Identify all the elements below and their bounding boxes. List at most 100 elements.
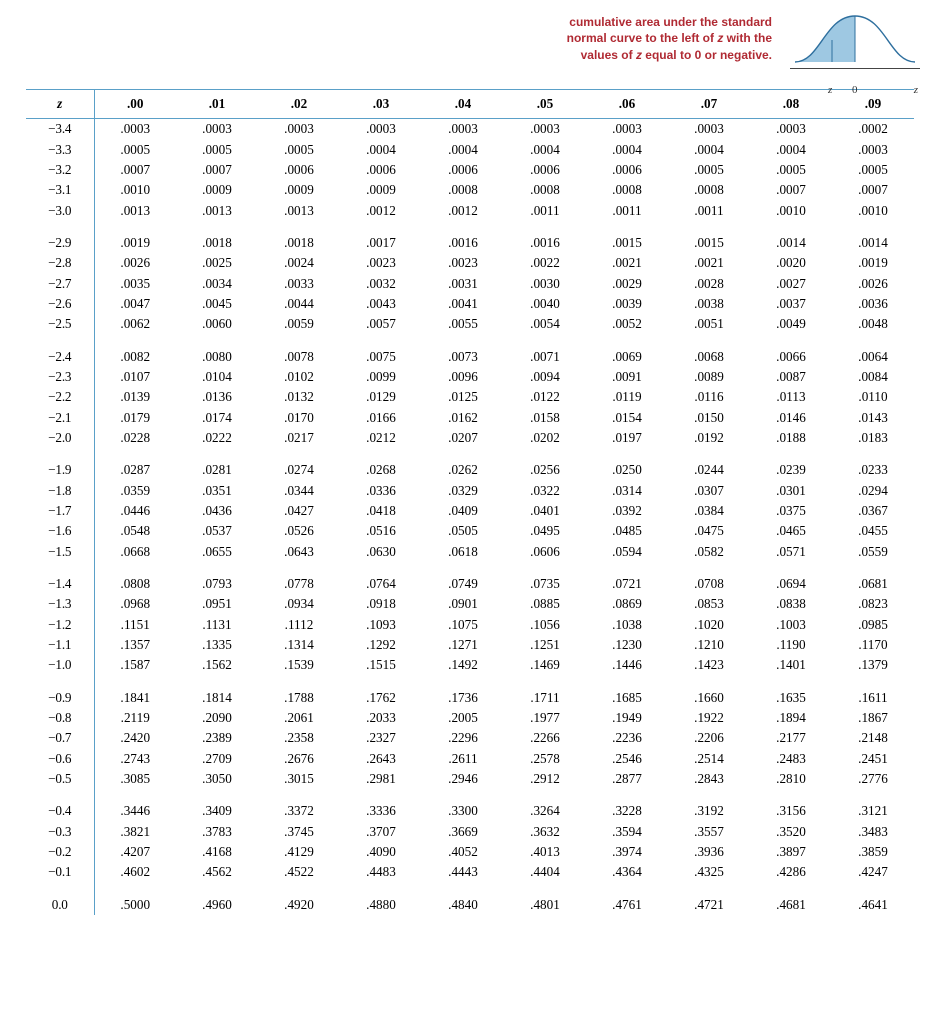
table-row: 0.0.5000.4960.4920.4880.4840.4801.4761.4… [26,883,914,915]
z-cell: .0003 [668,119,750,140]
z-cell: .1814 [176,676,258,708]
z-cell: .1492 [422,655,504,675]
z-cell: .0003 [340,119,422,140]
z-cell: .0146 [750,408,832,428]
z-cell: .0031 [422,273,504,293]
z-cell: .0009 [176,180,258,200]
z-cell: .0052 [586,314,668,334]
z-cell: .0006 [586,160,668,180]
z-cell: .2483 [750,749,832,769]
z-cell: .3121 [832,789,914,821]
z-cell: .2005 [422,708,504,728]
z-cell: .0294 [832,480,914,500]
col-header: .08 [750,90,832,119]
z-row-label: 0.0 [26,883,94,915]
z-cell: .0985 [832,615,914,635]
z-cell: .0107 [94,367,176,387]
z-cell: .0080 [176,335,258,367]
z-row-label: −2.4 [26,335,94,367]
z-cell: .0571 [750,542,832,562]
z-cell: .4483 [340,862,422,882]
curve-label-z-left: z [828,84,832,96]
table-row: −2.2.0139.0136.0132.0129.0125.0122.0119.… [26,387,914,407]
z-cell: .0158 [504,408,586,428]
z-cell: .0668 [94,542,176,562]
z-cell: .0003 [258,119,340,140]
z-cell: .0351 [176,480,258,500]
z-cell: .2643 [340,749,422,769]
z-row-label: −0.8 [26,708,94,728]
z-cell: .2061 [258,708,340,728]
z-cell: .2743 [94,749,176,769]
z-cell: .0005 [258,139,340,159]
z-row-label: −0.4 [26,789,94,821]
z-cell: .3192 [668,789,750,821]
z-cell: .2776 [832,769,914,789]
z-row-label: −1.7 [26,501,94,521]
z-cell: .3783 [176,822,258,842]
z-cell: .2611 [422,749,504,769]
z-cell: .0207 [422,428,504,448]
z-row-label: −2.3 [26,367,94,387]
z-cell: .3936 [668,842,750,862]
z-cell: .1151 [94,615,176,635]
z-row-label: −2.6 [26,294,94,314]
z-cell: .0025 [176,253,258,273]
z-cell: .0174 [176,408,258,428]
z-cell: .0036 [832,294,914,314]
z-cell: .0119 [586,387,668,407]
z-cell: .0934 [258,594,340,614]
z-cell: .0455 [832,521,914,541]
z-cell: .0274 [258,448,340,480]
z-cell: .0022 [504,253,586,273]
z-cell: .0028 [668,273,750,293]
z-row-label: −1.5 [26,542,94,562]
z-cell: .1210 [668,635,750,655]
z-cell: .0008 [422,180,504,200]
table-row: −1.3.0968.0951.0934.0918.0901.0885.0869.… [26,594,914,614]
z-cell: .0475 [668,521,750,541]
z-cell: .0007 [176,160,258,180]
z-cell: .0233 [832,448,914,480]
table-row: −1.0.1587.1562.1539.1515.1492.1469.1446.… [26,655,914,675]
z-cell: .2514 [668,749,750,769]
table-row: −0.8.2119.2090.2061.2033.2005.1977.1949.… [26,708,914,728]
z-cell: .0008 [504,180,586,200]
z-cell: .4129 [258,842,340,862]
z-cell: .1685 [586,676,668,708]
z-cell: .0485 [586,521,668,541]
z-cell: .1922 [668,708,750,728]
z-cell: .0516 [340,521,422,541]
z-cell: .3409 [176,789,258,821]
z-cell: .0041 [422,294,504,314]
z-cell: .1056 [504,615,586,635]
z-cell: .0262 [422,448,504,480]
z-cell: .3015 [258,769,340,789]
z-cell: .0495 [504,521,586,541]
normal-curve-diagram: z 0 z [790,8,920,69]
z-cell: .0015 [586,221,668,253]
table-row: −0.5.3085.3050.3015.2981.2946.2912.2877.… [26,769,914,789]
z-cell: .2981 [340,769,422,789]
z-cell: .0003 [832,139,914,159]
z-cell: .0694 [750,562,832,594]
z-cell: .0017 [340,221,422,253]
col-header: .01 [176,90,258,119]
z-cell: .0113 [750,387,832,407]
z-cell: .0059 [258,314,340,334]
z-row-label: −2.9 [26,221,94,253]
z-cell: .2266 [504,728,586,748]
col-header: .03 [340,90,422,119]
z-cell: .2451 [832,749,914,769]
z-cell: .0023 [340,253,422,273]
col-header: .00 [94,90,176,119]
z-cell: .4404 [504,862,586,882]
z-cell: .4522 [258,862,340,882]
normal-curve-svg [790,8,920,68]
z-cell: .0322 [504,480,586,500]
z-cell: .1611 [832,676,914,708]
z-cell: .0132 [258,387,340,407]
z-cell: .0281 [176,448,258,480]
z-cell: .1190 [750,635,832,655]
table-row: −2.9.0019.0018.0018.0017.0016.0016.0015.… [26,221,914,253]
